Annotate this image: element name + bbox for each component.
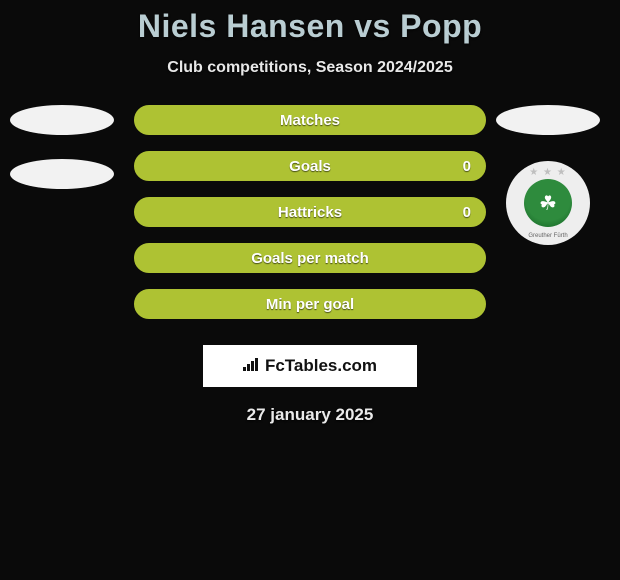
player2-name: Popp [400,8,482,44]
footer-date: 27 january 2025 [0,405,620,425]
player1-photo-placeholder [10,105,114,135]
stat-value-right: 0 [463,158,471,175]
stat-row-hattricks: Hattricks 0 [134,197,486,227]
player2-avatar-column: ★ ★ ★ ☘ Greuther Fürth [496,105,600,245]
branding-badge[interactable]: FcTables.com [203,345,417,387]
stat-label: Goals per match [251,250,369,267]
branding-text: FcTables.com [265,356,377,376]
stat-row-matches: Matches [134,105,486,135]
player1-avatar-column [10,105,114,213]
stat-label: Matches [280,112,340,129]
club-clover-icon: ☘ [524,179,572,227]
stat-label: Goals [289,158,331,175]
branding-chart-icon [243,357,261,376]
page-title: Niels Hansen vs Popp [0,8,620,45]
vs-separator: vs [354,8,391,44]
player1-club-placeholder [10,159,114,189]
player2-photo-placeholder [496,105,600,135]
player1-name: Niels Hansen [138,8,345,44]
club-name-text: Greuther Fürth [528,233,567,239]
subtitle: Club competitions, Season 2024/2025 [0,59,620,77]
stats-area: ★ ★ ★ ☘ Greuther Fürth Matches Goals 0 H… [0,105,620,425]
stat-row-min-per-goal: Min per goal [134,289,486,319]
club-stars-icon: ★ ★ ★ [529,167,566,178]
stat-row-goals-per-match: Goals per match [134,243,486,273]
player2-club-badge: ★ ★ ★ ☘ Greuther Fürth [506,161,590,245]
comparison-widget: Niels Hansen vs Popp Club competitions, … [0,0,620,425]
stat-value-right: 0 [463,204,471,221]
stat-label: Hattricks [278,204,342,221]
stat-label: Min per goal [266,296,354,313]
stat-row-goals: Goals 0 [134,151,486,181]
stat-rows: Matches Goals 0 Hattricks 0 Goals per ma… [134,105,486,319]
